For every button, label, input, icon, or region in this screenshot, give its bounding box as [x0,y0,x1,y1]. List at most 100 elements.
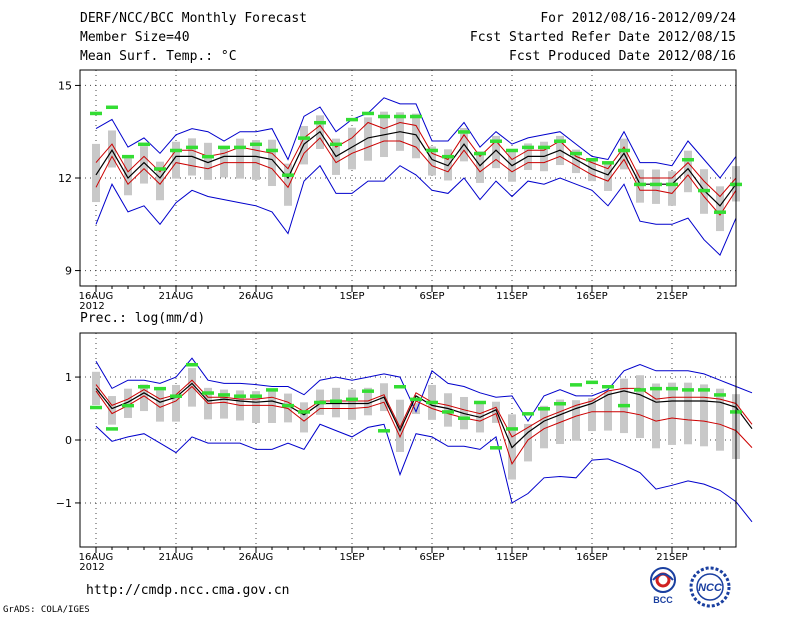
member-size: Member Size=40 [80,30,190,45]
y-tick-label: 12 [58,172,72,185]
panel-1: 16AUG 2012 21AUG 26AUG 1SEP 6SEP 11SEP 16SEP 21S… [58,69,742,312]
observed-marker [186,362,198,367]
observed-marker [346,397,358,402]
bcc-logo-text: BCC [653,595,673,605]
observed-marker [650,182,662,187]
spread-box [684,150,692,193]
spread-box [588,159,596,182]
observed-marker [410,114,422,119]
observed-marker [298,136,310,140]
spread-box [348,389,356,420]
observed-marker [506,148,518,153]
spread-box [300,402,308,433]
observed-marker [522,145,534,150]
chart-title: DERF/NCC/BCC Monthly Forecast [80,11,307,26]
series-line-min [95,164,737,256]
observed-marker [666,182,678,187]
spread-box [652,383,660,449]
spread-box [268,139,276,187]
observed-marker [474,400,486,405]
y-tick-label: −1 [56,497,72,510]
panel2-label: Prec.: log(mm/d) [80,311,206,326]
series-line-max [95,97,737,179]
observed-marker [490,139,502,143]
observed-marker [362,389,374,393]
spread-box [668,171,676,206]
spread-box [572,400,580,441]
observed-marker [618,403,630,408]
observed-marker [90,405,102,410]
observed-marker [714,393,726,397]
observed-marker [602,385,614,389]
observed-marker [394,114,406,119]
spread-box [444,393,452,427]
observed-marker [570,383,582,387]
observed-marker [122,154,134,159]
spread-box [108,396,116,425]
observed-marker [266,388,278,392]
spread-box [140,146,148,184]
observed-marker [218,145,230,150]
y-tick-label: 1 [65,371,72,384]
spread-box [108,130,116,168]
spread-box [492,135,500,169]
y-tick-label: 9 [65,265,72,278]
spread-box [172,384,180,422]
spread-box [540,405,548,449]
observed-marker [314,120,326,125]
observed-marker [634,182,646,187]
observed-marker [106,105,118,110]
spread-box [284,163,292,206]
x-tick-label: 6SEP [419,552,444,563]
spread-box [652,169,660,204]
spread-box [428,146,436,176]
observed-marker [538,407,550,411]
observed-marker [138,142,150,147]
observed-marker [458,130,470,134]
spread-box [700,384,708,447]
spread-box [684,382,692,445]
series-line-upper [95,121,737,198]
spread-box [412,113,420,159]
observed-marker [394,385,406,389]
spread-box [364,387,372,416]
spread-box [588,398,596,432]
observed-marker [442,154,454,159]
spread-box [716,186,724,232]
variable-label: Mean Surf. Temp.: °C [80,49,237,64]
observed-marker [650,386,662,391]
observed-marker [538,145,550,150]
observed-marker [426,400,438,405]
x-tick-label: 11SEP [496,291,527,302]
observed-marker [138,385,150,389]
observed-marker [586,380,598,385]
source-url[interactable]: http://cmdp.ncc.cma.gov.cn [86,583,290,598]
observed-marker [90,111,102,116]
x-tick-label: 26AUG [239,291,274,302]
observed-marker [234,394,246,398]
y-tick-label: 0 [65,434,72,447]
observed-marker [250,142,262,147]
series-line-mean [95,382,753,449]
series-line-lower [95,137,737,216]
observed-marker [474,151,486,156]
observed-marker [618,148,630,153]
observed-marker [682,157,694,162]
observed-marker [362,111,374,116]
observed-marker [634,388,646,392]
spread-box [604,390,612,431]
observed-marker [570,151,582,156]
observed-marker [346,117,358,122]
observed-marker [554,139,566,143]
x-tick-label: 1SEP [339,291,364,302]
spread-box [220,146,228,178]
observed-marker [314,400,326,405]
x-tick-label: 26AUG [239,552,274,563]
spread-box [716,388,724,451]
spread-box [124,388,132,418]
observed-marker [602,161,614,165]
series-line-max [95,357,753,423]
spread-box [348,127,356,170]
observed-marker [282,403,294,408]
